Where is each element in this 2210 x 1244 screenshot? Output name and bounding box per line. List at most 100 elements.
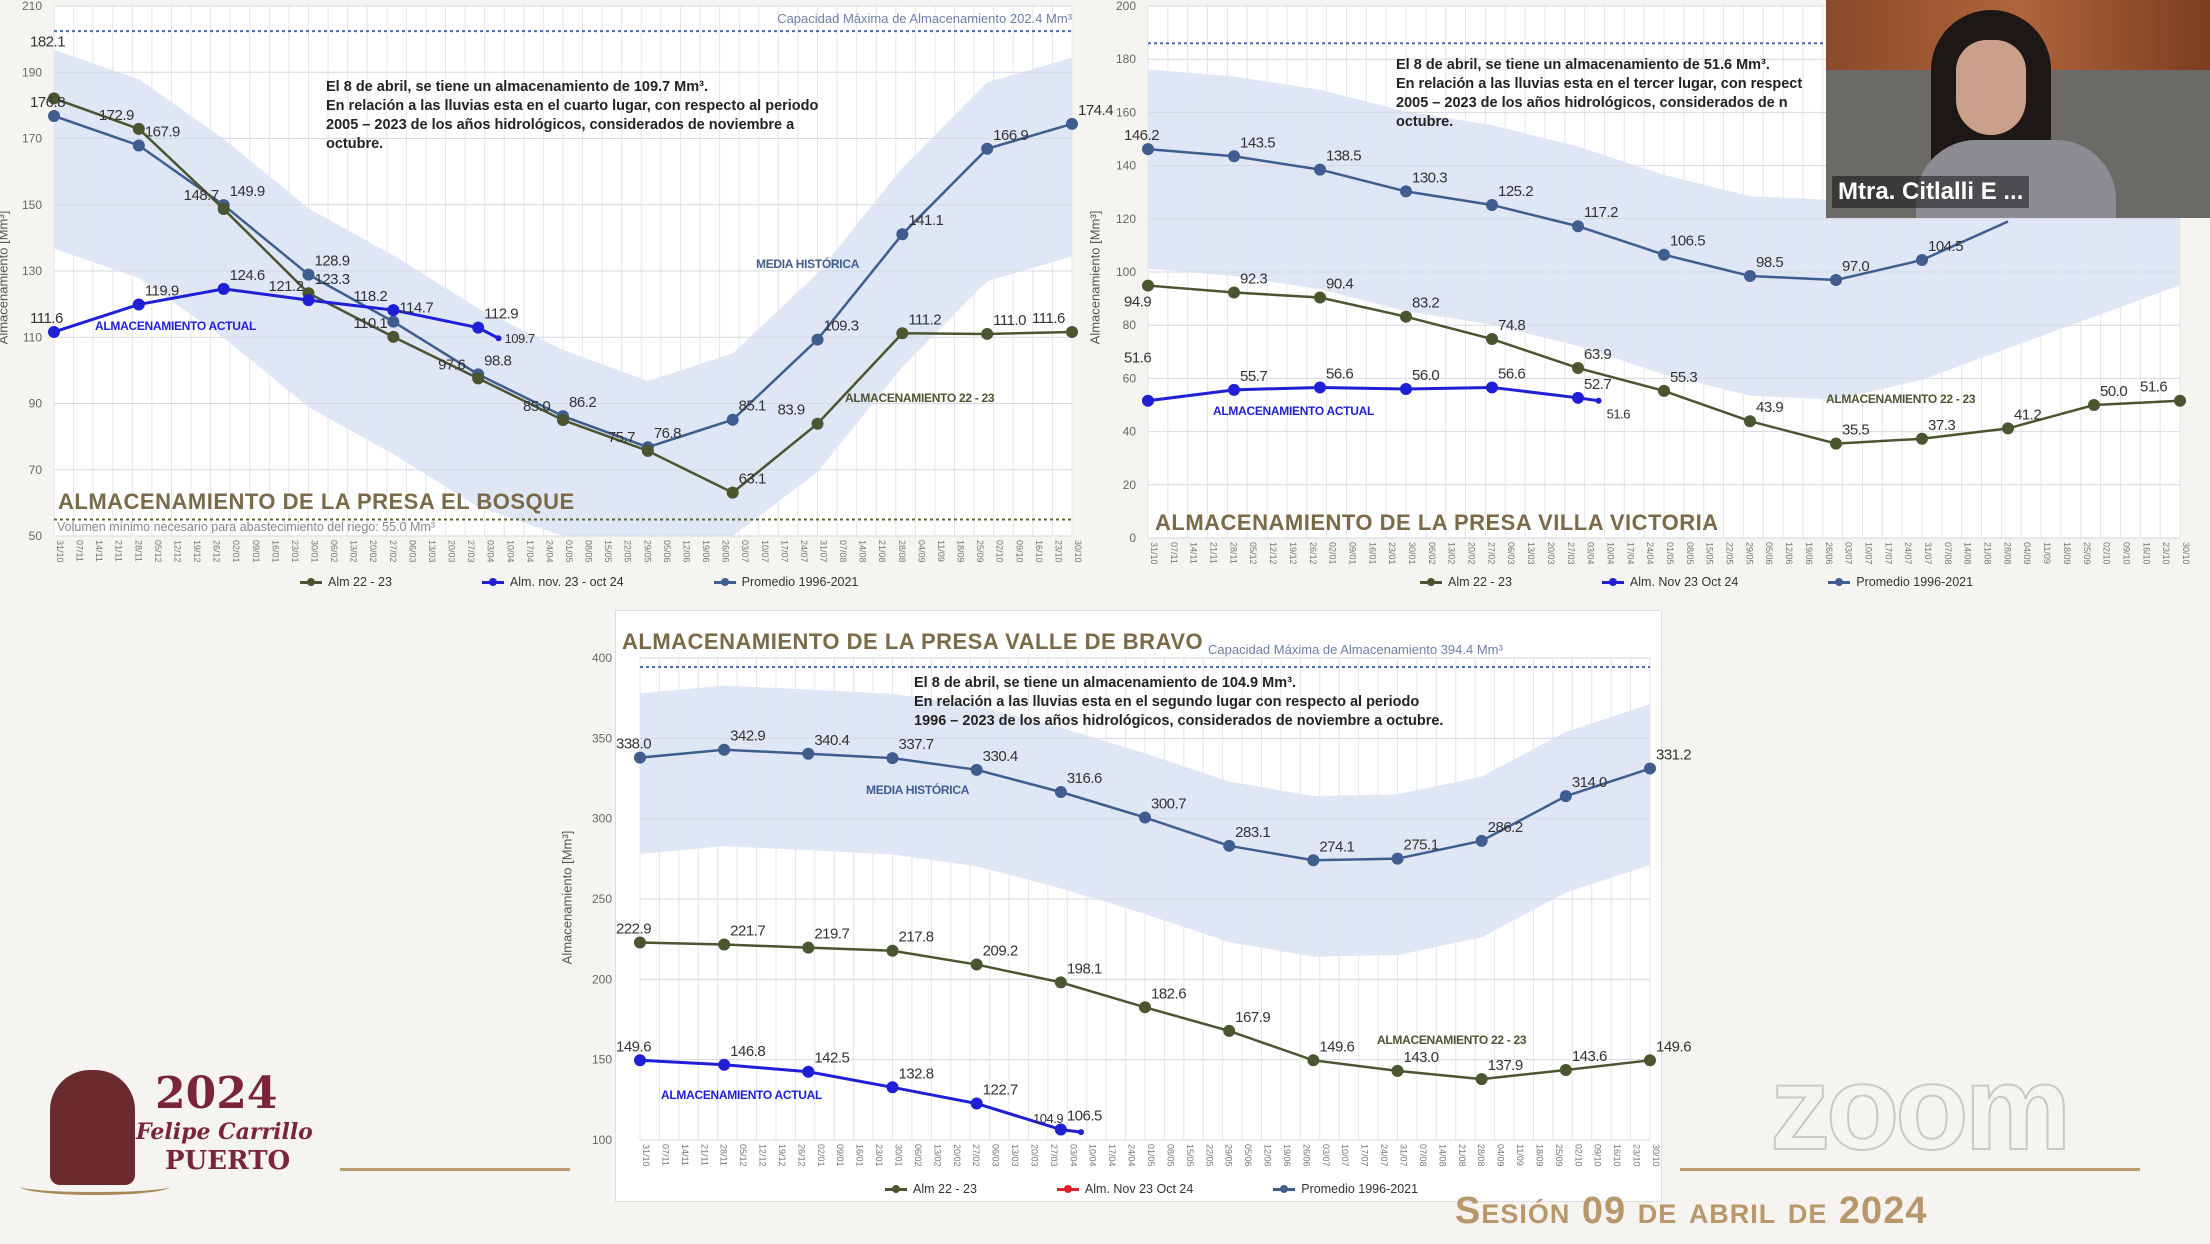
legend-label: Alm. Nov 23 Oct 24 [1629,575,1739,589]
x-tick-label: 28/11 [1228,542,1238,564]
y-tick-label: 150 [22,198,42,212]
x-tick-label: 10/04 [1605,542,1615,565]
series-current-point [387,304,400,317]
x-tick-label: 18/09 [1534,1144,1544,1167]
series-alm-22-23-value-label: 149.6 [1656,1038,1691,1055]
x-tick-label: 19/12 [777,1144,787,1167]
x-tick-label: 20/03 [1546,542,1556,565]
series-alm-22-23-point [1223,1024,1236,1037]
x-tick-label: 05/06 [1764,542,1774,565]
series-current-point [132,298,145,311]
legend-item: Alm. Nov 23 Oct 24 [1056,1182,1193,1196]
x-tick-label: 20/02 [368,540,378,563]
x-tick-label: 21/11 [114,540,124,562]
x-tick-label: 01/05 [564,540,574,563]
x-tick-label: 27/03 [1566,542,1576,565]
participant-video[interactable]: Mtra. Citlalli E ... [1826,0,2210,218]
series-historical-average-value-label: 98.5 [1756,254,1783,271]
series-current-value-label: 112.9 [484,306,518,323]
info-line: En relación a las lluvias esta en el ter… [1396,76,1803,92]
series-current-point [495,335,502,342]
x-tick-label: 26/06 [1301,1144,1311,1167]
x-tick-label: 29/05 [1744,542,1754,565]
series-alm-22-23-value-label: 35.5 [1842,422,1869,439]
series-alm-22-23-value-label: 111.2 [908,311,941,328]
x-tick-label: 26/12 [1308,542,1318,565]
legend-swatch [1420,577,1442,586]
series-current-value-label: 122.7 [983,1082,1018,1099]
x-tick-label: 05/06 [662,540,672,563]
series-current-point [1400,383,1412,396]
series-current-value-label: 106.5 [1067,1108,1102,1125]
x-tick-label: 07/11 [1169,542,1179,564]
x-tick-label: 24/04 [544,540,554,563]
info-line: octubre. [326,136,384,152]
x-tick-label: 14/11 [1189,542,1199,564]
series-historical-average-point [970,763,983,776]
series-historical-average-value-label: 125.2 [1498,183,1533,200]
x-tick-label: 21/11 [699,1144,709,1166]
x-tick-label: 05/06 [1243,1144,1253,1167]
info-line: El 8 de abril, se tiene un almacenamient… [326,79,708,95]
x-tick-label: 24/07 [1903,542,1913,565]
x-tick-label: 15/05 [603,540,613,563]
series-historical-average-point [1228,150,1240,163]
info-line: En relación a las lluvias esta en el seg… [914,694,1420,710]
x-tick-label: 24/07 [799,540,809,563]
x-tick-label: 27/02 [971,1144,981,1167]
x-tick-label: 17/07 [1360,1144,1370,1167]
x-tick-label: 25/09 [975,540,985,563]
x-tick-label: 09/10 [1014,540,1024,563]
y-axis-label: Almacenamiento [Mm³] [0,210,11,345]
x-tick-label: 18/09 [956,540,966,563]
x-tick-label: 23/10 [1053,540,1063,563]
x-tick-label: 03/04 [1586,542,1596,565]
x-tick-label: 10/04 [1088,1144,1098,1167]
series-historical-average-value-label: 86.2 [569,394,596,411]
annotation-current: ALMACENAMIENTO ACTUAL [95,319,257,333]
x-tick-label: 17/04 [1107,1144,1117,1167]
series-historical-average-line [1147,147,1923,282]
x-tick-label: 02/01 [816,1144,826,1167]
series-historical-average-value-label: 97.0 [1842,258,1869,275]
series-alm-22-23-value-label: 209.2 [983,943,1018,960]
x-tick-label: 30/10 [1651,1144,1661,1167]
x-tick-label: 28/08 [897,540,907,563]
annotation-previous: ALMACENAMIENTO 22 - 23 [845,391,995,405]
series-alm-22-23-value-label: 37.3 [1928,417,1955,434]
x-tick-label: 20/03 [1029,1144,1039,1167]
x-tick-label: 09/10 [2121,542,2131,565]
series-historical-average-point [302,268,315,281]
series-historical-average-value-label: 85.1 [739,398,766,415]
series-current-value-label: 119.9 [145,282,179,299]
chart-title-villa-victoria: Almacenamiento de la presa Villa Victori… [1155,510,1719,535]
series-current-value-label: 55.7 [1240,368,1267,385]
x-tick-label: 06/02 [1427,542,1437,565]
y-tick-label: 200 [1116,0,1136,13]
x-tick-label: 02/10 [2102,542,2112,565]
x-tick-label: 28/11 [719,1144,729,1166]
annotation-previous: ALMACENAMIENTO 22 - 23 [1377,1033,1527,1047]
x-tick-label: 26/06 [1824,542,1834,565]
annotation-previous: ALMACENAMIENTO 22 - 23 [1826,392,1976,406]
series-alm-22-23-value-label: 143.6 [1572,1048,1607,1065]
series-alm-22-23-point [217,203,230,216]
series-historical-average-point [726,413,739,426]
series-historical-average-point [1486,198,1498,211]
series-historical-average-value-label: 143.5 [1240,134,1275,151]
y-tick-label: 170 [22,132,42,146]
series-alm-22-23-point [1486,333,1498,346]
y-tick-label: 100 [1116,265,1136,279]
x-tick-label: 12/06 [1263,1144,1273,1167]
legend-label: Alm 22 - 23 [328,575,392,589]
series-historical-average-value-label: 316.6 [1067,770,1102,787]
info-text-valle-de-bravo: El 8 de abril, se tiene un almacenamient… [914,674,1443,731]
x-tick-label: 12/06 [1784,542,1794,565]
info-text-el-bosque: El 8 de abril, se tiene un almacenamient… [326,78,818,154]
series-current-point [1054,1123,1067,1136]
legend-label: Promedio 1996-2021 [1856,575,1974,589]
series-historical-average-point [1658,248,1670,261]
x-tick-label: 16/10 [1612,1144,1622,1167]
series-current-value-label: 51.6 [1607,407,1631,422]
legend-swatch [713,577,736,586]
